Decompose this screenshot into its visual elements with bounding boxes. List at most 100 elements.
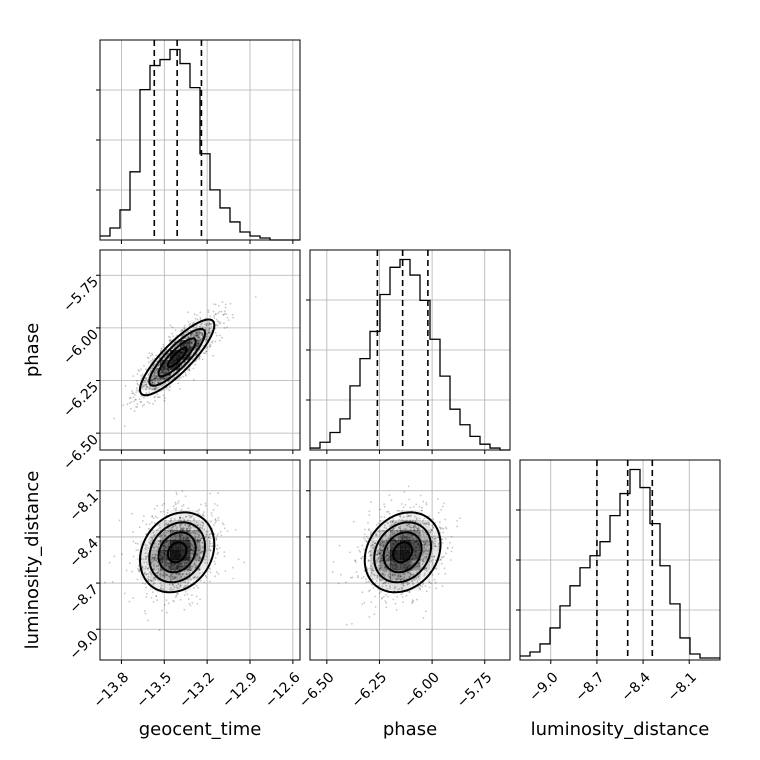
scatter-point (199, 551, 202, 554)
scatter-point (181, 522, 184, 525)
scatter-point (126, 403, 129, 406)
scatter-point (137, 369, 140, 371)
scatter-point (445, 538, 447, 540)
scatter-point (152, 531, 155, 534)
scatter-point (221, 336, 223, 339)
scatter-point (135, 391, 138, 393)
scatter-point (405, 595, 408, 597)
scatter-point (148, 391, 150, 393)
scatter-point (171, 526, 174, 529)
scatter-point (121, 553, 123, 556)
scatter-point (191, 544, 194, 547)
scatter-point (165, 375, 168, 378)
scatter-point (337, 582, 340, 585)
scatter-point (150, 537, 153, 539)
scatter-point (155, 368, 157, 370)
scatter-point (356, 546, 359, 548)
scatter-point (166, 353, 169, 356)
scatter-point (145, 523, 148, 526)
scatter-point (188, 336, 191, 339)
scatter-point (156, 396, 159, 399)
tick-label-luminosity-distance: −9.0 (67, 628, 102, 663)
scatter-point (214, 556, 217, 559)
scatter-point (214, 303, 217, 306)
scatter-point (215, 318, 218, 321)
scatter-point (190, 556, 192, 559)
scatter-point (168, 389, 171, 392)
scatter-point (151, 367, 154, 369)
scatter-point (203, 528, 206, 530)
scatter-point (415, 503, 418, 506)
scatter-point (451, 546, 454, 549)
scatter-point (135, 549, 138, 552)
scatter-point (408, 591, 411, 593)
scatter-point (199, 340, 202, 343)
tick-label-phase: −6.00 (401, 670, 443, 712)
scatter-point (360, 577, 363, 580)
scatter-point (207, 323, 210, 326)
scatter-point (185, 527, 188, 530)
scatter-point (183, 527, 186, 530)
scatter-point (215, 334, 218, 337)
scatter-point (214, 563, 217, 566)
scatter-point (205, 350, 208, 353)
scatter-point (198, 569, 201, 571)
y-axis-title-luminosity-distance: luminosity_distance (22, 471, 43, 650)
scatter-point (153, 372, 156, 375)
scatter-point (213, 560, 216, 563)
scatter-point (215, 539, 218, 541)
scatter-point (150, 580, 153, 583)
hist-phase-step (310, 258, 510, 451)
x-axis-title-phase: phase (383, 719, 437, 740)
scatter-point (151, 358, 154, 360)
scatter-point (160, 377, 163, 379)
scatter-point (418, 505, 421, 508)
scatter-point (156, 516, 159, 519)
scatter-point (141, 567, 144, 570)
scatter-point (163, 397, 166, 399)
scatter-point (133, 393, 136, 396)
scatter-point (361, 603, 364, 605)
scatter-point (163, 378, 166, 380)
scatter-point (385, 602, 388, 604)
scatter-point (190, 342, 193, 345)
scatter-point (215, 520, 218, 522)
scatter-point (201, 334, 204, 336)
scatter-point (166, 354, 169, 356)
scatter-point (182, 375, 185, 378)
scatter-point (425, 503, 428, 506)
scatter-point (435, 587, 438, 590)
scatter-point (194, 317, 197, 320)
scatter-point (192, 340, 194, 343)
scatter-point (142, 373, 144, 376)
scatter-point (156, 368, 158, 371)
density-geocent-time-vs-phase-frame (99, 249, 301, 451)
scatter-point (223, 555, 226, 558)
scatter-point (383, 595, 385, 598)
scatter-point (191, 594, 193, 596)
scatter-point (144, 384, 147, 386)
scatter-point (184, 591, 187, 593)
scatter-point (196, 338, 199, 341)
scatter-point (345, 581, 347, 584)
scatter-point (156, 393, 159, 395)
scatter-point (194, 537, 197, 540)
scatter-point (196, 576, 199, 578)
scatter-point (181, 490, 184, 492)
scatter-point (201, 527, 204, 530)
scatter-point (201, 332, 204, 335)
density-cell (200, 320, 211, 331)
scatter-point (201, 571, 204, 574)
scatter-point (163, 604, 166, 606)
scatter-point (153, 372, 156, 374)
scatter-point (363, 533, 366, 536)
scatter-point (155, 367, 158, 370)
scatter-point (145, 378, 148, 381)
scatter-point (154, 386, 157, 389)
scatter-point (187, 335, 190, 337)
scatter-point (168, 340, 171, 342)
scatter-point (193, 587, 195, 589)
scatter-point (370, 501, 372, 504)
scatter-point (152, 365, 155, 367)
scatter-point (424, 585, 427, 588)
